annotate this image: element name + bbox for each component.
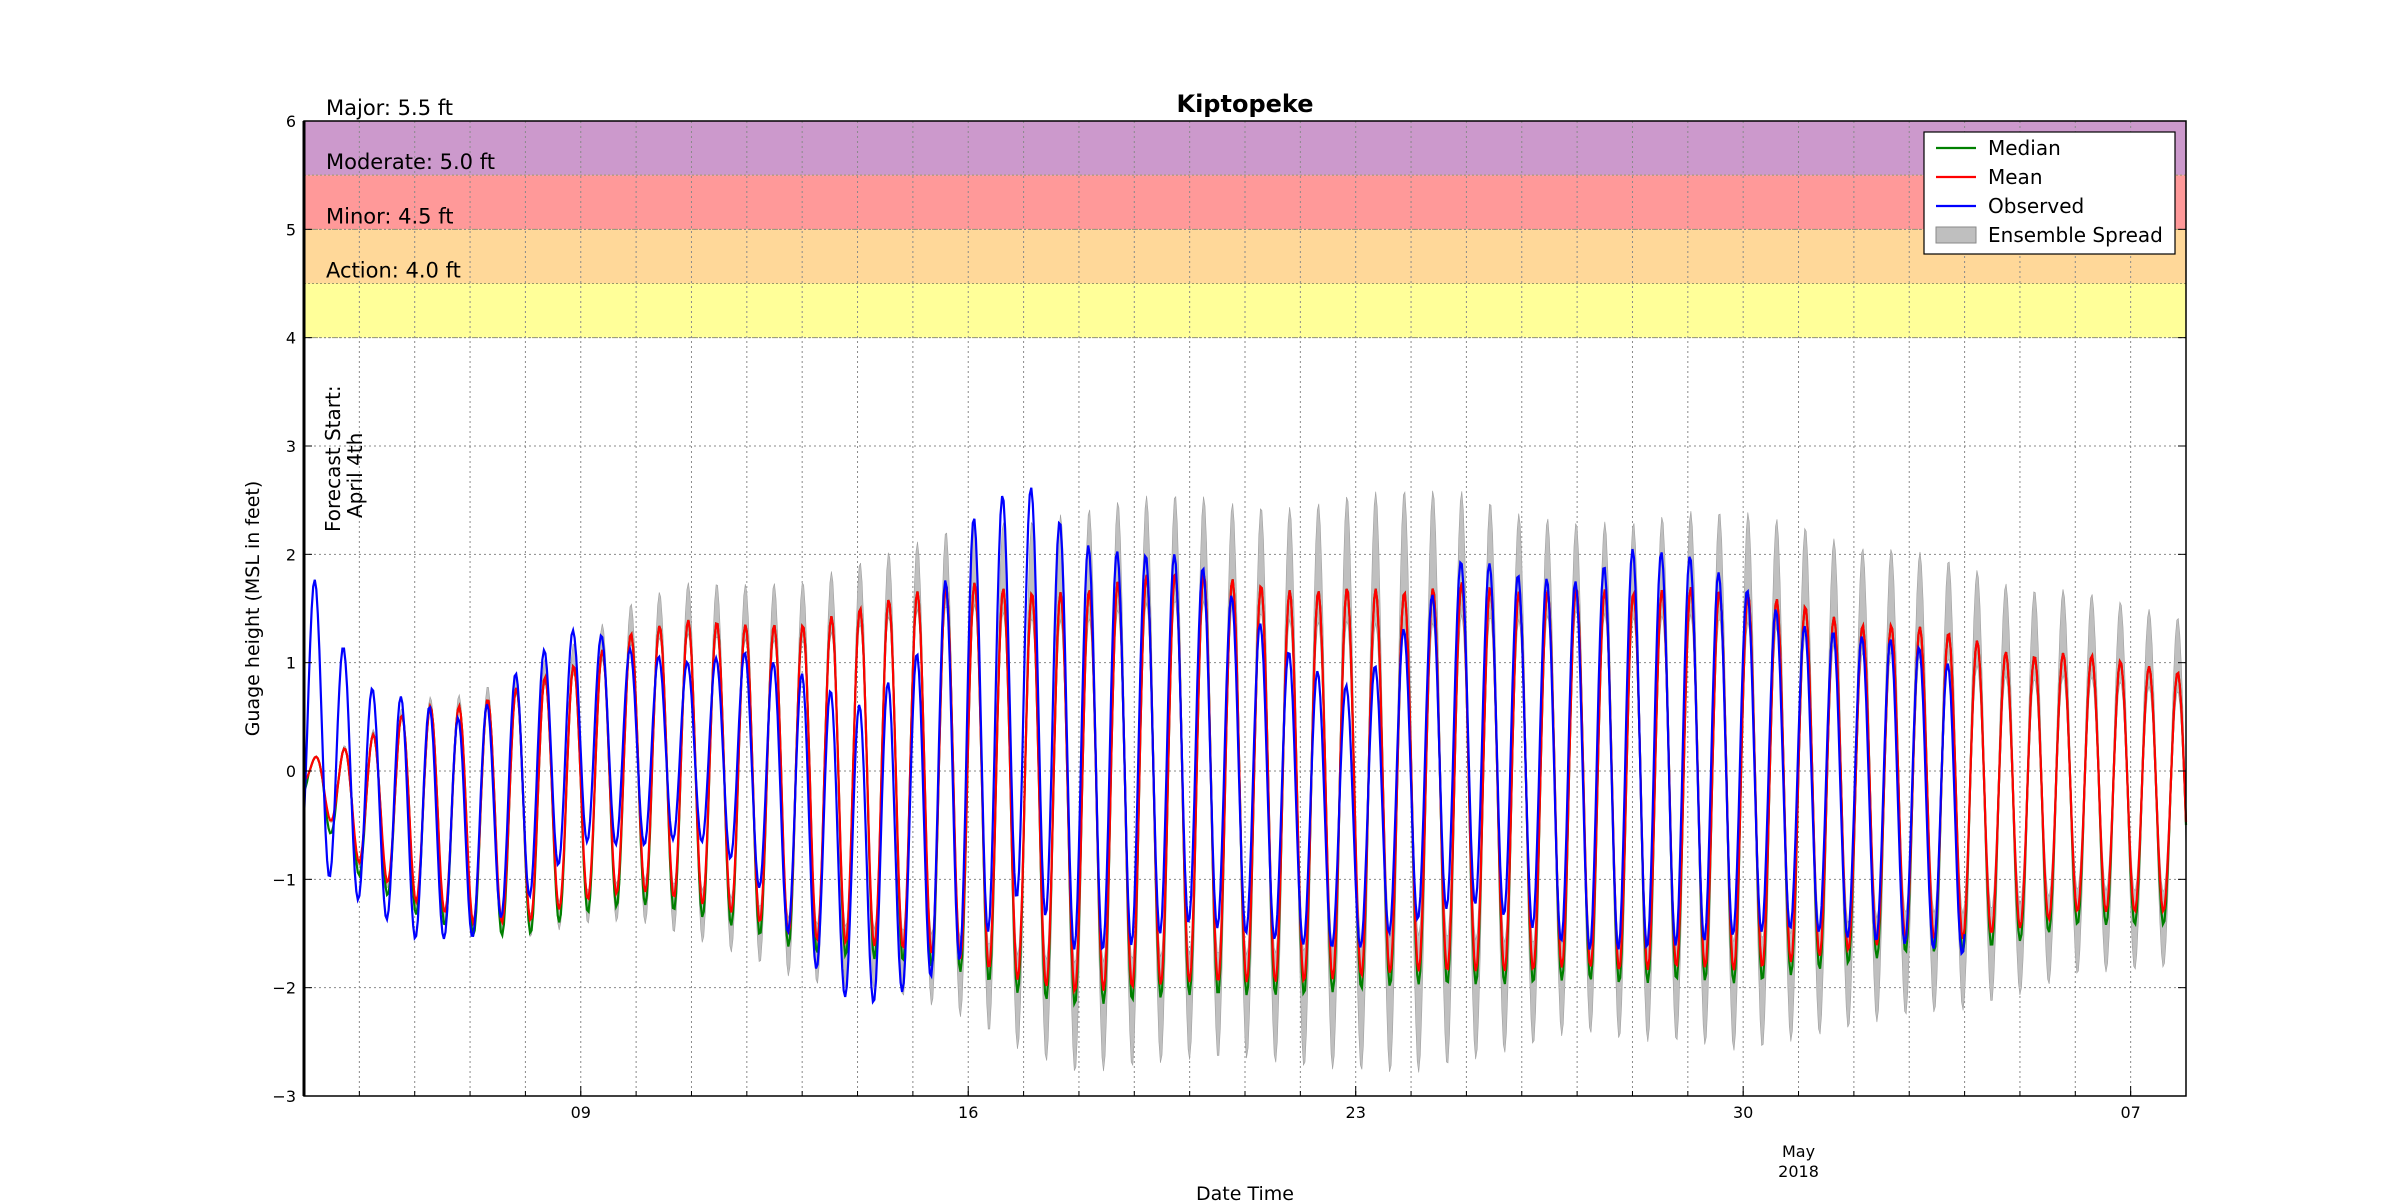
chart-title: Kiptopeke xyxy=(1176,90,1313,118)
y-tick-label: −1 xyxy=(272,870,296,889)
month-label: May xyxy=(1782,1142,1815,1161)
y-tick-label: 5 xyxy=(286,220,296,239)
y-tick-label: 3 xyxy=(286,437,296,456)
flood-band-label-action: Action: 4.0 ft xyxy=(326,259,461,283)
series-layer xyxy=(302,487,2188,1073)
x-tick-label: 07 xyxy=(2120,1103,2140,1122)
y-tick-label: 6 xyxy=(286,112,296,131)
forecast-start-label: Forecast Start: xyxy=(321,385,345,532)
y-tick-label: 0 xyxy=(286,762,296,781)
y-tick-label: 2 xyxy=(286,545,296,564)
flood-band-labels: Action: 4.0 ft Minor: 4.5 ft Moderate: 5.0… xyxy=(326,96,495,283)
legend-label-observed: Observed xyxy=(1988,194,2084,218)
x-axis-label: Date Time xyxy=(1196,1183,1294,1203)
y-axis-label: Guage height (MSL in feet) xyxy=(242,481,264,737)
legend: Median Mean Observed Ensemble Spread xyxy=(1923,131,2176,255)
legend-label-mean: Mean xyxy=(1988,165,2043,189)
year-label: 2018 xyxy=(1778,1162,1819,1181)
flood-band-label-minor: Minor: 4.5 ft xyxy=(326,204,453,228)
y-tick-label: −3 xyxy=(272,1087,296,1106)
y-tick-label: 1 xyxy=(286,654,296,673)
legend-swatch-ensemble-spread xyxy=(1935,226,1977,244)
x-tick-label: 09 xyxy=(571,1103,591,1122)
flood-band-label-major: Major: 5.5 ft xyxy=(326,96,453,120)
x-tick-label: 16 xyxy=(958,1103,978,1122)
x-tick-label: 30 xyxy=(1733,1103,1753,1122)
legend-label-ensemble-spread: Ensemble Spread xyxy=(1988,223,2163,247)
x-tick-label: 23 xyxy=(1346,1103,1366,1122)
forecast-start-date-label: April 4th xyxy=(343,433,367,518)
flood-band-label-moderate: Moderate: 5.0 ft xyxy=(326,150,495,174)
legend-label-median: Median xyxy=(1988,136,2061,160)
observed-line xyxy=(302,487,1966,1005)
y-tick-label: 4 xyxy=(286,329,296,348)
y-tick-label: −2 xyxy=(272,979,296,998)
